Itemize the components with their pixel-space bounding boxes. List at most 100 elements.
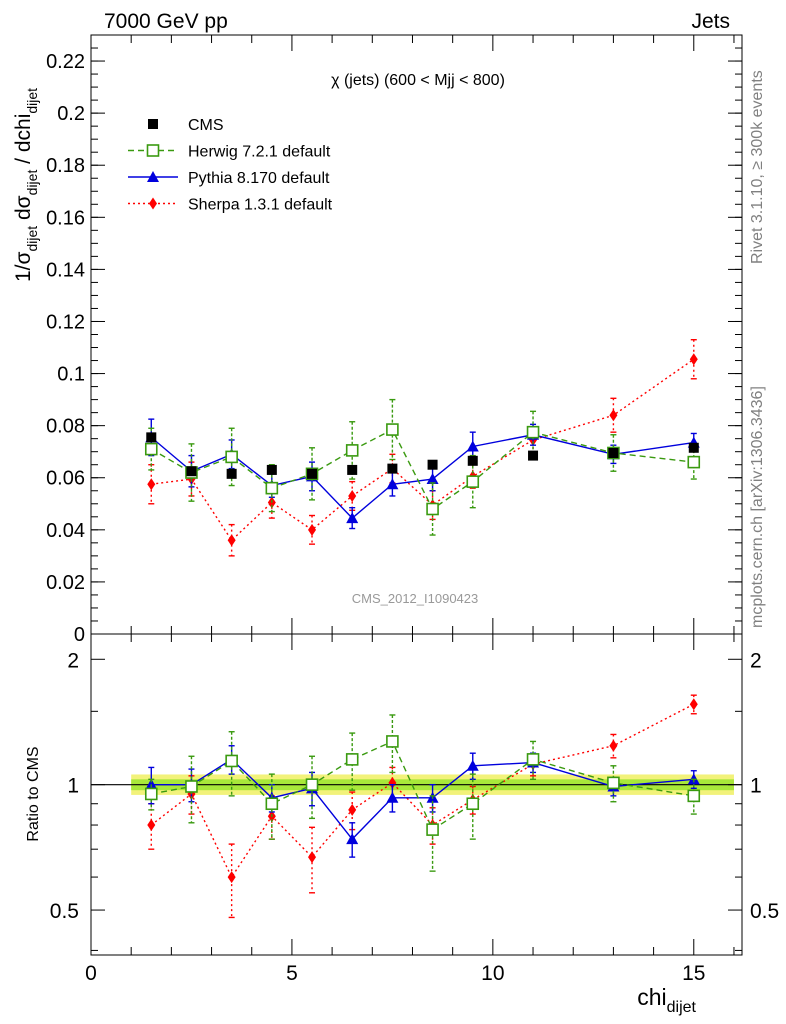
data-point — [146, 432, 157, 443]
legend-item: CMS — [148, 117, 224, 134]
legend-marker — [147, 171, 159, 182]
data-point — [225, 450, 238, 464]
header-right: Jets — [691, 10, 730, 33]
data-point — [528, 450, 539, 461]
data-point — [388, 776, 397, 789]
series-line — [151, 740, 694, 831]
main-panel: 0 0.02 0.04 0.06 0.08 0.1 0.12 0.14 0.16 0.18 0.2 0… — [12, 34, 743, 646]
ratio-plot-area — [91, 694, 742, 919]
data-point — [147, 478, 156, 491]
data-point — [689, 353, 698, 366]
data-point — [609, 739, 618, 752]
mcplots-label: mcplots.cern.ch [arXiv:1306.3436] — [749, 386, 766, 628]
data-point — [466, 475, 480, 488]
series-line — [150, 434, 694, 520]
ratio-y-tick-label: 2 — [67, 649, 79, 672]
data-point — [227, 534, 236, 547]
legend: CMS Herwig 7.2.1 default Pythia 8.170 defa… — [128, 117, 333, 214]
main-title: χ (jets) (600 < Mjj < 800) — [331, 72, 505, 89]
data-point — [386, 735, 399, 748]
y-tick-label: 0 — [74, 624, 85, 646]
y-tick-label: 0.16 — [46, 207, 85, 229]
x-tick-label: 10 — [481, 962, 504, 985]
data-point — [526, 425, 540, 439]
svg-text:1/σdijet dσdijet / dchidijet: 1/σdijet dσdijet / dchidijet — [12, 88, 40, 282]
y-tick-label: 0.18 — [46, 155, 85, 177]
data-point — [345, 444, 359, 457]
x-axis-title: chidijet — [637, 984, 696, 1016]
data-point — [265, 481, 279, 495]
legend-marker — [146, 144, 160, 157]
data-point — [689, 698, 698, 711]
legend-label: Pythia 8.170 default — [188, 170, 330, 187]
data-point — [348, 803, 357, 816]
data-point — [608, 447, 619, 458]
y-tick-label: 0.2 — [57, 103, 85, 125]
y-tick-label: 0.02 — [46, 572, 85, 594]
ratio-y-tick-label: 1 — [67, 775, 79, 798]
data-point — [467, 455, 478, 466]
data-point — [607, 776, 620, 790]
y-tick-label: 0.08 — [46, 416, 85, 438]
data-point — [265, 797, 279, 811]
data-point — [305, 778, 319, 791]
legend-item: Sherpa 1.3.1 default — [128, 197, 333, 214]
data-point — [426, 473, 439, 485]
data-point — [347, 464, 358, 475]
ratio-y-tick-label-right: 1 — [750, 775, 762, 798]
ratio-y-tick-label-right: 2 — [750, 649, 762, 672]
data-point — [687, 789, 701, 803]
data-point — [387, 463, 398, 474]
series-line — [151, 758, 694, 841]
ratio-y-axis-title: Ratio to CMS — [25, 746, 42, 841]
x-tick-label: 0 — [85, 962, 97, 985]
data-point — [427, 459, 438, 470]
y-tick-label: 0.22 — [46, 51, 85, 73]
main-y-axis: 0 0.02 0.04 0.06 0.08 0.1 0.12 0.14 0.16 0.18 0.2 0… — [46, 34, 742, 646]
data-point — [426, 823, 439, 836]
data-point — [345, 753, 359, 766]
data-point — [466, 759, 479, 771]
watermark: CMS_2012_I1090423 — [352, 591, 479, 606]
data-point — [225, 754, 238, 768]
data-point — [386, 791, 399, 803]
data-point — [466, 440, 479, 452]
legend-label: CMS — [188, 117, 224, 134]
data-point — [386, 423, 399, 436]
y-tick-label: 0.12 — [46, 311, 85, 333]
data-point — [348, 489, 357, 502]
data-point — [346, 833, 359, 845]
ratio-frame — [90, 633, 743, 956]
data-point — [526, 753, 540, 766]
legend-item: Pythia 8.170 default — [128, 170, 330, 187]
main-y-axis-title: 1/σdijet dσdijet / dchidijet — [12, 88, 40, 282]
legend-label: Herwig 7.2.1 default — [188, 144, 331, 161]
series-herwig — [144, 714, 701, 872]
data-point — [307, 468, 318, 479]
ratio-panel: 0.5 0.5 1 1 2 2 0 5 10 15 Ratio to CMS chidijet — [25, 35, 779, 1016]
series-cms — [146, 432, 699, 479]
data-point — [145, 778, 158, 790]
y-tick-label: 0.06 — [46, 468, 85, 490]
data-point — [687, 455, 701, 469]
data-point — [386, 478, 399, 490]
legend-marker — [148, 119, 158, 129]
ratio-y-tick-label-right: 0.5 — [750, 900, 779, 923]
ratio-y-axis: 0.5 0.5 1 1 2 2 — [50, 649, 779, 951]
x-axis: 0 5 10 15 — [85, 35, 735, 985]
data-point — [226, 468, 237, 479]
data-point — [147, 819, 156, 832]
data-point — [266, 464, 277, 475]
y-tick-label: 0.1 — [57, 364, 85, 386]
svg-text:chidijet: chidijet — [637, 984, 696, 1016]
data-point — [144, 787, 158, 801]
y-tick-label: 0.14 — [46, 259, 85, 281]
rivet-label: Rivet 3.1.10, ≥ 300k events — [749, 70, 766, 264]
data-point — [186, 466, 197, 477]
series-line — [150, 428, 694, 511]
x-tick-label: 5 — [286, 962, 298, 985]
data-point — [688, 442, 699, 453]
data-point — [144, 442, 158, 456]
header-left: 7000 GeV pp — [104, 10, 228, 33]
